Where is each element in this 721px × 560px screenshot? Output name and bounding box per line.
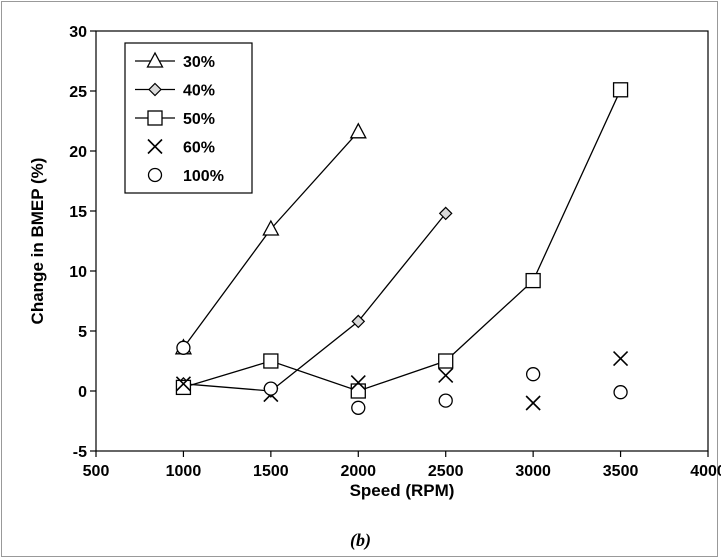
data-point-50pct [438, 353, 454, 369]
axes: 500 1000 1500 2000 2500 3000 3500 4000 -5 0 5 10 15 2… [69, 24, 721, 480]
legend-label: 40% [183, 83, 215, 100]
y-tick-label: 10 [69, 264, 87, 281]
data-point-50pct [612, 82, 629, 98]
legend-label: 100% [183, 168, 224, 185]
data-point-100pct [525, 367, 541, 382]
series-line-50pct [183, 89, 622, 392]
x-stroke [175, 376, 191, 392]
x-tick-label: 3500 [603, 463, 639, 480]
data-point-30pct [262, 219, 280, 236]
data-point-60pct [175, 376, 191, 392]
x-stroke [147, 138, 163, 155]
legend-marker-60pct [147, 138, 163, 155]
y-tick-label: 30 [69, 24, 87, 41]
data-point-60pct [525, 395, 541, 411]
series-100pct [176, 340, 628, 415]
x-stroke [525, 395, 541, 411]
data-point-100pct [351, 400, 366, 415]
x-axis-title: Speed (RPM) [350, 481, 455, 500]
y-tick-label: -5 [73, 444, 87, 461]
data-point-50pct [175, 379, 192, 396]
data-point-100pct [176, 340, 191, 355]
x-tick-label: 500 [83, 463, 110, 480]
y-tick-label: 15 [69, 204, 87, 221]
legend-marker-30pct [146, 51, 164, 68]
data-point-40pct [438, 206, 453, 221]
legend-item-40pct: 40% [135, 83, 215, 100]
legend: 30% 40% 50% 60% 100% [124, 42, 253, 194]
x-tick-label: 1500 [253, 463, 289, 480]
data-point-40pct [351, 314, 366, 329]
legend-label: 50% [183, 111, 215, 128]
legend-item-50pct: 50% [135, 110, 215, 128]
series [174, 82, 629, 415]
data-point-100pct [438, 393, 453, 408]
legend-item-30pct: 30% [135, 51, 215, 71]
x-tick-label: 2500 [428, 463, 464, 480]
data-point-100pct [263, 381, 279, 396]
legend-label: 30% [183, 54, 215, 71]
x-tick-label: 4000 [690, 463, 721, 480]
data-point-50pct [525, 272, 541, 289]
legend-marker-100pct [147, 167, 163, 183]
y-tick-label: 5 [78, 324, 87, 341]
legend-marker-50pct [147, 110, 163, 126]
x-stroke [350, 375, 366, 391]
bmep-chart: 500 1000 1500 2000 2500 3000 3500 4000 -5 0 5 10 15 2… [28, 24, 721, 500]
data-point-60pct [613, 351, 629, 367]
y-tick-label: 0 [78, 384, 87, 401]
x-tick-label: 1000 [166, 463, 202, 480]
legend-label: 60% [183, 140, 215, 157]
data-point-50pct [263, 353, 279, 369]
series-line-40pct [183, 212, 447, 392]
y-tick-label: 25 [69, 84, 87, 101]
legend-item-100pct: 100% [147, 167, 224, 185]
data-point-30pct [349, 122, 367, 139]
x-tick-label: 3000 [515, 463, 551, 480]
legend-marker-40pct [148, 82, 162, 97]
data-point-100pct [613, 385, 628, 400]
legend-item-60pct: 60% [147, 138, 215, 157]
data-point-60pct [438, 367, 454, 383]
x-stroke [438, 367, 454, 383]
y-tick-label: 20 [69, 144, 87, 161]
x-stroke [613, 351, 629, 367]
figure-caption: (b) [350, 530, 371, 550]
data-point-60pct [350, 375, 366, 391]
y-axis-title: Change in BMEP (%) [28, 158, 47, 325]
x-tick-label: 2000 [340, 463, 376, 480]
series-50pct [175, 82, 629, 399]
data-point-50pct [350, 383, 366, 399]
